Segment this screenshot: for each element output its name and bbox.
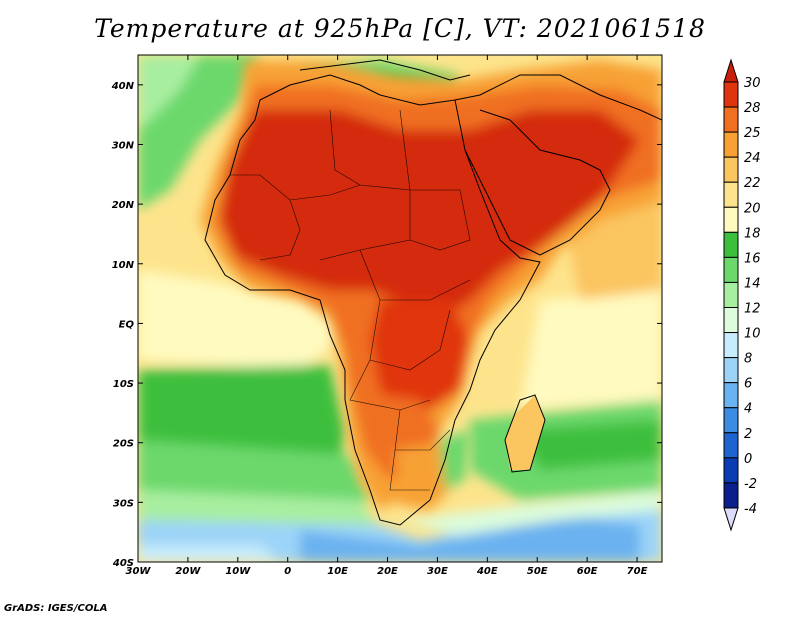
lon-tick-label: 20W	[175, 566, 201, 577]
colorbar-label: 25	[744, 126, 761, 141]
lon-tick-label: 0	[284, 566, 291, 577]
colorbar-label: 14	[744, 276, 761, 291]
colorbar-label: 18	[744, 226, 761, 241]
colorbar-label: 2	[744, 427, 752, 442]
colorbar-swatch	[723, 206, 739, 233]
colorbar-label: 10	[744, 327, 761, 342]
lon-tick-label: 10E	[327, 566, 348, 577]
lon-tick-label: 20E	[377, 566, 398, 577]
colorbar-swatch	[723, 106, 739, 133]
colorbar-label: 8	[744, 352, 752, 367]
colorbar-label: 20	[744, 201, 761, 216]
colorbar-swatch	[723, 156, 739, 183]
colorbar-label: -2	[744, 477, 757, 492]
temperature-field	[138, 55, 662, 562]
colorbar-swatch	[723, 432, 739, 459]
axes: 30W 20W 10W 0 10E 20E 30E 40E 50E 60E 70E 40N 30N 20N…	[111, 55, 662, 577]
lon-tick-label: 40E	[476, 566, 498, 577]
lat-tick-label: 10N	[112, 260, 135, 271]
colorbar-swatch	[723, 281, 739, 309]
colorbar-swatch	[723, 457, 739, 484]
colorbar-label: 22	[744, 176, 761, 191]
colorbar-swatch	[723, 307, 739, 334]
coastlines	[204, 59, 662, 526]
colorbar-swatch	[723, 382, 739, 409]
colorbar-swatch	[723, 256, 739, 283]
plot-frame	[137, 54, 663, 563]
colorbar-swatch	[723, 81, 739, 108]
lon-tick-label: 70E	[627, 566, 648, 577]
lat-tick-label: 10S	[113, 379, 134, 390]
lat-tick-label: EQ	[119, 319, 135, 330]
colorbar-label: 12	[744, 302, 761, 317]
lon-tick-label: 50E	[527, 566, 548, 577]
colorbar-swatch	[723, 181, 739, 208]
colorbar-label: 0	[744, 452, 752, 467]
credit-label: GrADS: IGES/COLA	[4, 603, 108, 614]
lat-tick-label: 30S	[113, 498, 134, 509]
colorbar-label: -4	[744, 502, 757, 517]
lat-tick-label: 40S	[112, 558, 134, 569]
madagascar-field	[505, 395, 545, 470]
colorbar-label: 30	[744, 76, 761, 91]
lon-tick-label: 10W	[225, 566, 251, 577]
country-borders	[230, 109, 471, 491]
lon-tick-label: 30W	[126, 566, 152, 577]
colorbar-swatch	[723, 332, 739, 359]
colorbar-label: 24	[744, 151, 761, 166]
colorbar-top-arrow	[723, 58, 739, 83]
colorbar-swatch	[723, 131, 739, 158]
lat-tick-label: 20N	[112, 200, 135, 211]
colorbar-swatch	[723, 482, 739, 509]
colorbar-swatch	[723, 357, 739, 384]
lat-tick-label: 40N	[111, 81, 135, 92]
lat-tick-label: 20S	[113, 439, 134, 450]
lon-tick-label: 60E	[577, 566, 598, 577]
lat-tick-label: 30N	[112, 140, 135, 151]
lon-tick-label: 30E	[427, 566, 448, 577]
colorbar-label: 4	[744, 402, 752, 417]
colorbar-label: 28	[744, 101, 761, 116]
colorbar-label: 6	[744, 377, 752, 392]
colorbar-label: 16	[744, 251, 761, 266]
colorbar-bottom-arrow	[723, 507, 739, 532]
colorbar-swatch	[723, 407, 739, 434]
colorbar-swatch	[723, 231, 739, 258]
map-title: Temperature at 925hPa [C], VT: 202106151…	[94, 14, 706, 43]
